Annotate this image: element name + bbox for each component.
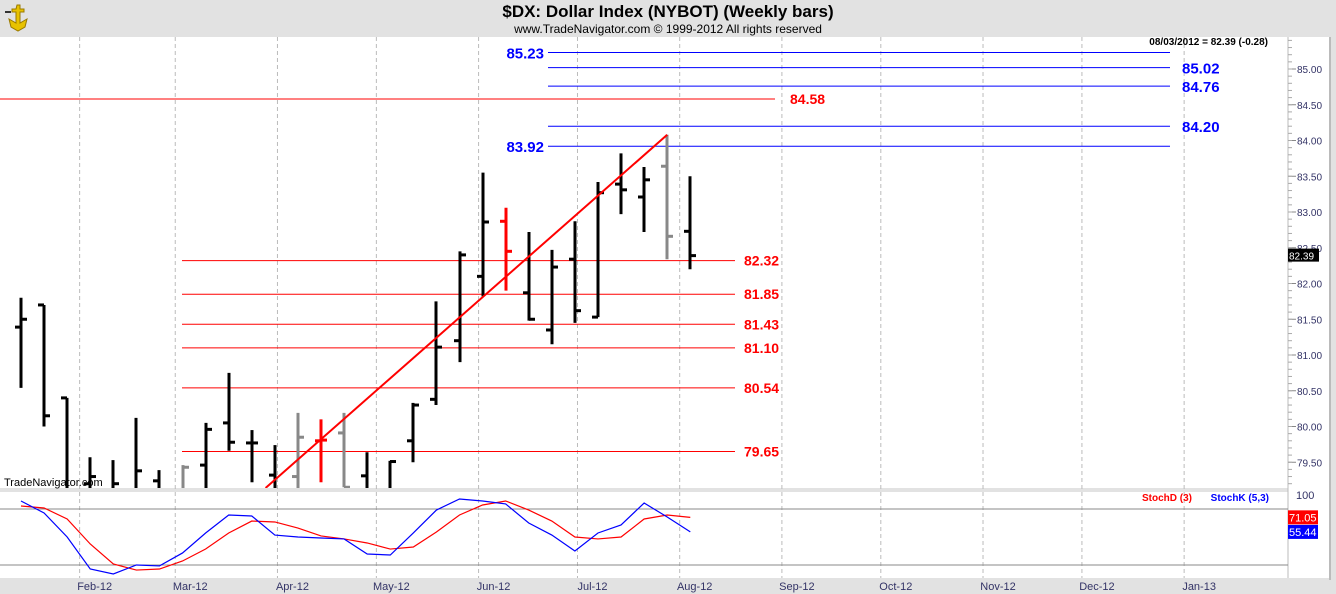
x-tick-label: Oct-12	[879, 581, 912, 593]
stoch-value-label: 55.44	[1289, 527, 1317, 539]
x-tick-label: Jan-13	[1182, 581, 1216, 593]
fib-level-label: 84.76	[1182, 79, 1220, 96]
legend-stochk: StochK (5,3)	[1211, 493, 1269, 504]
y-tick-label: 79.50	[1297, 458, 1322, 469]
main-panel	[0, 37, 1288, 488]
stoch-value-tag	[1288, 510, 1318, 525]
chart-copyright: www.TradeNavigator.com © 1999-2012 All r…	[514, 22, 822, 36]
x-tick-label: Sep-12	[779, 581, 814, 593]
y-tick-label: 81.00	[1297, 351, 1322, 362]
fib-level-label: 85.02	[1182, 61, 1220, 78]
stochd-line	[20, 500, 691, 571]
support-level-label: 79.65	[744, 444, 779, 460]
y-tick-label: 82.00	[1297, 280, 1322, 291]
legend-stochd: StochD (3)	[1142, 493, 1192, 504]
fib-level-label: 83.92	[506, 139, 544, 156]
support-level-label: 81.43	[744, 316, 779, 332]
x-tick-label: Dec-12	[1079, 581, 1114, 593]
stoch-value-label: 71.05	[1289, 512, 1317, 524]
x-tick-label: Jul-12	[578, 581, 608, 593]
y-tick-label: 83.50	[1297, 172, 1322, 183]
watermark: TradeNavigator.com	[4, 477, 103, 489]
x-tick-label: Apr-12	[276, 581, 309, 593]
fib-level-label: 85.23	[506, 46, 544, 63]
last-price-label: 82.39	[1289, 252, 1314, 263]
stoch-value-tag	[1288, 524, 1318, 539]
chart-title: $DX: Dollar Index (NYBOT) (Weekly bars)	[502, 2, 834, 21]
x-tick-label: Nov-12	[980, 581, 1015, 593]
x-tick-label: May-12	[373, 581, 410, 593]
y-tick-label: 81.50	[1297, 315, 1322, 326]
x-tick-label: Aug-12	[677, 581, 712, 593]
support-level-label: 82.32	[744, 253, 779, 269]
tradenavigator-logo	[5, 4, 28, 32]
fib-level-label: 84.20	[1182, 119, 1220, 136]
x-tick-label: Feb-12	[77, 581, 112, 593]
support-level-label: 84.58	[790, 91, 825, 107]
stochk-line	[20, 498, 691, 575]
y-tick-label: 85.00	[1297, 65, 1322, 76]
y-tick-label: 80.00	[1297, 423, 1322, 434]
price-readout: 08/03/2012 = 82.39 (-0.28)	[1149, 37, 1268, 48]
trendline	[264, 134, 668, 488]
stoch-panel	[0, 492, 1288, 578]
y-tick-label: 84.00	[1297, 137, 1322, 148]
y-tick-label: 84.50	[1297, 101, 1322, 112]
stoch-tick-label: 100	[1296, 490, 1314, 502]
x-tick-label: Jun-12	[477, 581, 511, 593]
x-tick-label: Mar-12	[173, 581, 208, 593]
y-tick-label: 80.50	[1297, 387, 1322, 398]
last-price-tag	[1288, 248, 1319, 262]
support-level-label: 80.54	[744, 380, 779, 396]
support-level-label: 81.85	[744, 286, 779, 302]
support-level-label: 81.10	[744, 340, 779, 356]
y-tick-label: 83.00	[1297, 208, 1322, 219]
price-axis	[1288, 37, 1330, 578]
